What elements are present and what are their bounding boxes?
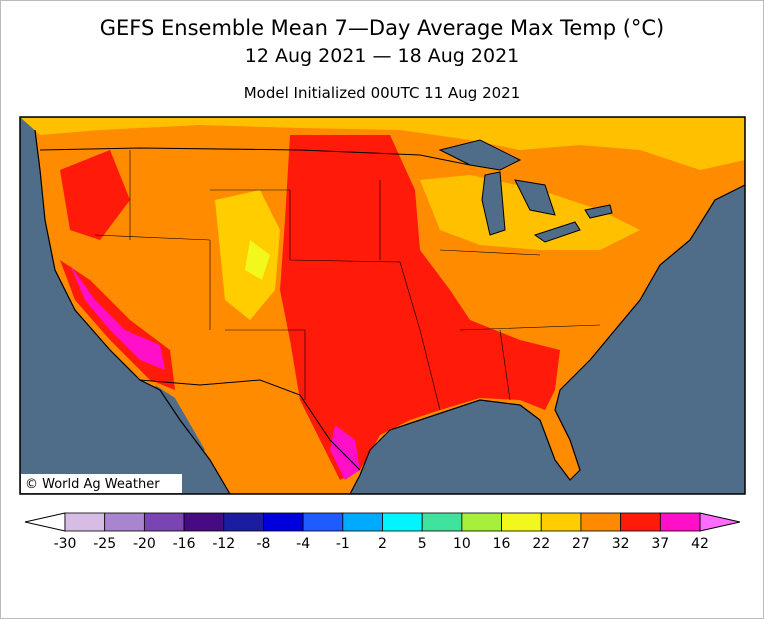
colorbar-label: -12 [212, 536, 235, 552]
great-lakes-cooler [420, 175, 640, 250]
color-bin [263, 512, 304, 532]
coastline [20, 117, 745, 494]
subtitle: 12 Aug 2021 — 18 Aug 2021 [245, 45, 520, 67]
lake-huron [514, 179, 556, 216]
borders [39, 147, 471, 471]
over-arrow [699, 512, 741, 532]
title: GEFS Ensemble Mean 7—Day Average Max Tem… [100, 16, 665, 40]
colorbar-label: -1 [336, 536, 350, 552]
color-bin [342, 512, 383, 532]
color-bin [540, 512, 582, 532]
map-border [19, 116, 746, 495]
color-bin [302, 512, 344, 532]
color-bin [183, 512, 225, 532]
map: © World Ag Weather [19, 116, 746, 495]
color-bin [421, 512, 463, 532]
colorbar-label: 22 [532, 536, 550, 552]
color-bin [143, 512, 185, 532]
hot-plains [280, 135, 560, 480]
color-bin [501, 512, 542, 532]
hottest-desert [70, 265, 165, 370]
colorbar-label: -30 [54, 536, 77, 552]
colorbar-label: 32 [612, 536, 630, 552]
colorbar-label: 27 [572, 536, 590, 552]
color-bin [620, 512, 661, 532]
canada-cooler [20, 117, 745, 170]
color-bin [223, 512, 264, 532]
color-bin [382, 512, 423, 532]
colorbar-label: -20 [133, 536, 156, 552]
hottest-texas [330, 425, 360, 480]
colorbar-label: 16 [493, 536, 511, 552]
colorbar-label: 5 [418, 536, 427, 552]
credit-box [21, 474, 182, 493]
colorbar-label: 10 [453, 536, 471, 552]
lake-ontario [584, 204, 613, 219]
color-bin [580, 512, 622, 532]
color-bin [659, 512, 701, 532]
colorbar-label: 2 [378, 536, 387, 552]
coolest-rockies [245, 240, 270, 280]
colorbar-label: -25 [93, 536, 116, 552]
colorbar-label: 42 [691, 536, 709, 552]
lake-michigan [481, 171, 506, 236]
lake-erie [533, 221, 581, 243]
init-time: Model Initialized 00UTC 11 Aug 2021 [244, 84, 521, 102]
colorbar-label: -8 [256, 536, 270, 552]
colorbar-label: 37 [651, 536, 669, 552]
lake-superior [438, 139, 522, 171]
color-bin [461, 512, 502, 532]
colorbar-label: -16 [173, 536, 196, 552]
state-lines [94, 150, 601, 411]
color-bin [64, 512, 106, 532]
colorbar-label: -4 [296, 536, 310, 552]
colorbar: -30 -25 -20 -16 -12 -8 -4 -1 2 5 10 16 22 27 32 37 42 [24, 512, 741, 552]
color-bin [104, 512, 145, 532]
credit: © World Ag Weather [25, 477, 160, 492]
hot-northwest [60, 150, 130, 240]
